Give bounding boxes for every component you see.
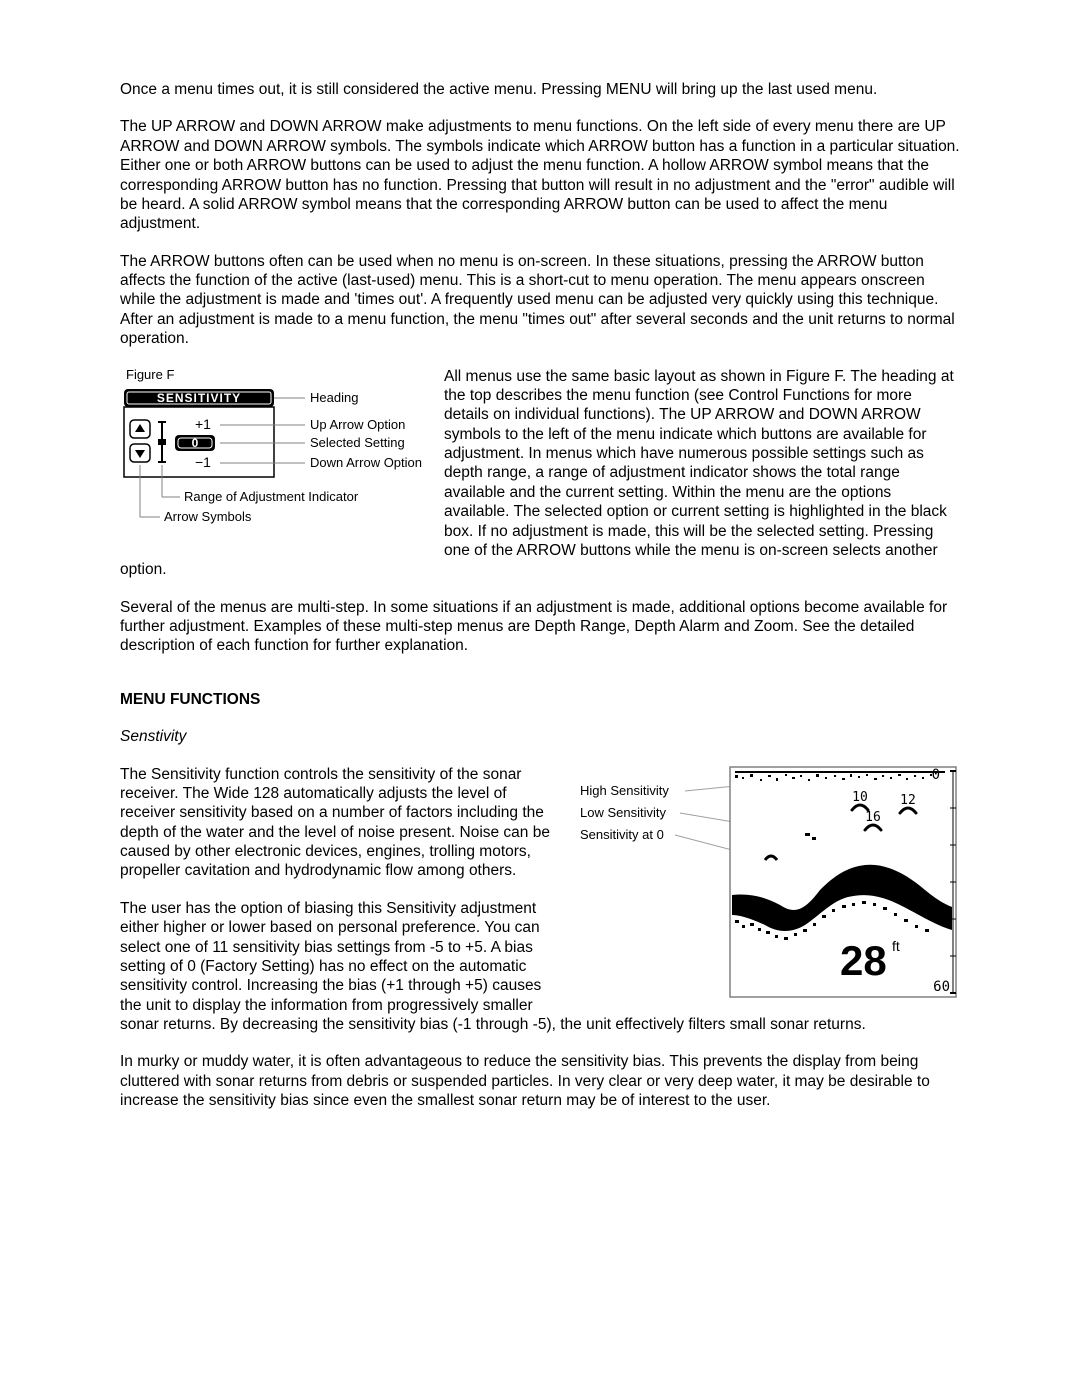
svg-text:Heading: Heading [310, 390, 358, 405]
svg-text:60: 60 [933, 979, 950, 995]
figure-f-caption: Figure F [126, 367, 430, 383]
svg-text:16: 16 [865, 810, 881, 825]
sonar-figure: High Sensitivity Low Sensitivity Sensiti… [580, 765, 960, 1005]
svg-text:+1: +1 [195, 416, 211, 432]
paragraph: The Sensitivity function controls the se… [120, 765, 575, 881]
svg-text:Arrow Symbols: Arrow Symbols [164, 509, 252, 524]
svg-text:12: 12 [900, 793, 916, 808]
svg-text:ft: ft [892, 938, 900, 954]
svg-text:Up Arrow Option: Up Arrow Option [310, 417, 405, 432]
svg-text:0: 0 [932, 767, 940, 783]
paragraph: In murky or muddy water, it is often adv… [120, 1052, 960, 1110]
svg-text:Range of Adjustment Indicator: Range of Adjustment Indicator [184, 489, 359, 504]
paragraph: The UP ARROW and DOWN ARROW make adjustm… [120, 117, 960, 233]
svg-text:10: 10 [852, 790, 868, 805]
sonar-diagram: High Sensitivity Low Sensitivity Sensiti… [580, 765, 960, 1005]
svg-text:Sensitivity at 0: Sensitivity at 0 [580, 827, 664, 842]
svg-text:Down Arrow Option: Down Arrow Option [310, 455, 422, 470]
svg-text:Selected Setting: Selected Setting [310, 435, 405, 450]
paragraph: After an adjustment is made to a menu fu… [120, 310, 960, 349]
svg-text:28: 28 [840, 937, 887, 984]
menu-functions-heading: MENU FUNCTIONS [120, 690, 960, 709]
paragraph: Once a menu times out, it is still consi… [120, 80, 960, 99]
svg-text:0: 0 [192, 436, 199, 450]
figure-f-diagram: SENSITIVITY +1 0 −1 [120, 387, 430, 547]
svg-text:−1: −1 [195, 454, 211, 470]
figure-f: Figure F SENSITIVITY +1 [120, 367, 430, 547]
paragraph: Several of the menus are multi-step. In … [120, 598, 960, 656]
paragraph: The ARROW buttons often can be used when… [120, 252, 960, 310]
svg-text:SENSITIVITY: SENSITIVITY [157, 391, 241, 405]
sensitivity-subheading: Senstivity [120, 727, 960, 746]
svg-text:Low Sensitivity: Low Sensitivity [580, 805, 666, 820]
svg-text:High Sensitivity: High Sensitivity [580, 783, 669, 798]
